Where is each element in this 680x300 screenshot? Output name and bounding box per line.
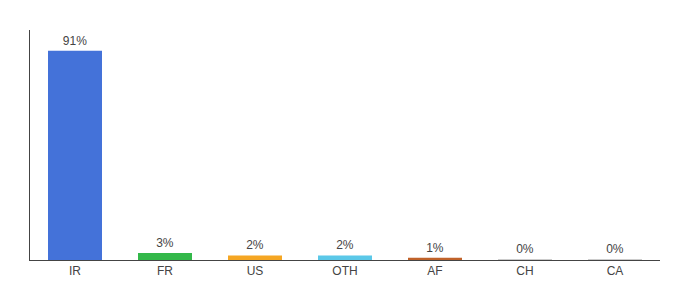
svg-text:0%: 0% xyxy=(516,242,534,256)
svg-text:2%: 2% xyxy=(336,238,354,252)
svg-text:FR: FR xyxy=(157,264,173,278)
svg-text:3%: 3% xyxy=(156,236,174,250)
svg-text:0%: 0% xyxy=(606,242,624,256)
svg-text:OTH: OTH xyxy=(332,264,357,278)
svg-text:AF: AF xyxy=(427,264,442,278)
svg-text:CH: CH xyxy=(516,264,533,278)
svg-text:IR: IR xyxy=(69,264,81,278)
svg-text:1%: 1% xyxy=(426,241,444,255)
svg-text:2%: 2% xyxy=(246,238,264,252)
svg-text:CA: CA xyxy=(607,264,624,278)
svg-text:91%: 91% xyxy=(63,34,87,48)
svg-text:US: US xyxy=(247,264,264,278)
